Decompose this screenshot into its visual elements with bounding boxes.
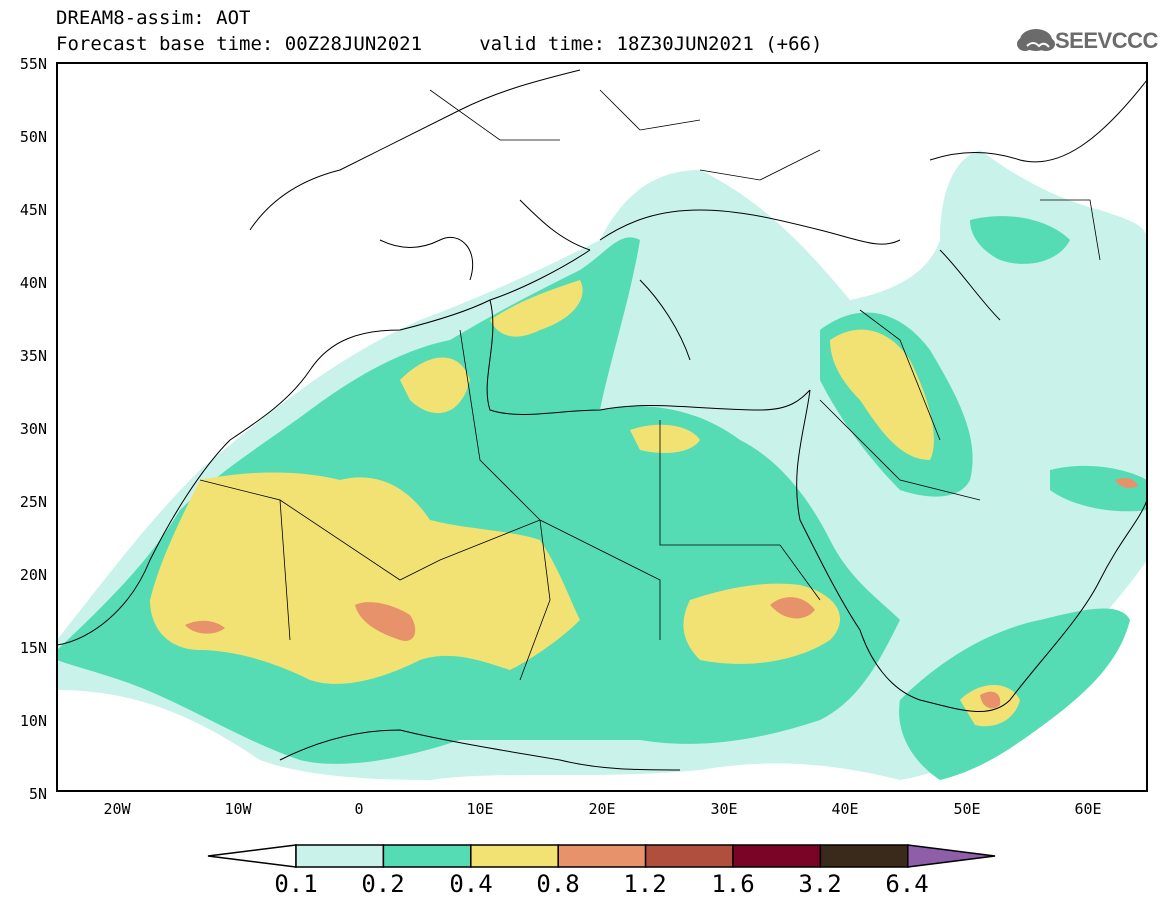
aot-level-0.4 bbox=[150, 472, 580, 684]
lat-label: 20N bbox=[19, 566, 47, 584]
aot-level-0.4 bbox=[830, 329, 934, 460]
lon-label: 10E bbox=[466, 800, 494, 818]
aot-level-0.8 bbox=[980, 691, 1001, 709]
map-frame bbox=[56, 62, 1148, 792]
lat-label: 55N bbox=[19, 55, 47, 73]
lon-label: 0 bbox=[354, 800, 364, 818]
aot-level-0.8 bbox=[1115, 478, 1138, 488]
lat-label: 25N bbox=[19, 493, 47, 511]
aot-level-0.8 bbox=[355, 602, 416, 641]
lat-label: 30N bbox=[19, 420, 47, 438]
lon-label: 50E bbox=[953, 800, 981, 818]
colorbar-label: 0.2 bbox=[361, 870, 405, 898]
aot-level-0.4 bbox=[400, 357, 470, 414]
lat-label: 50N bbox=[19, 128, 47, 146]
lat-label: 15N bbox=[19, 639, 47, 657]
aot-level-0.2 bbox=[1050, 465, 1147, 512]
lat-label: 5N bbox=[28, 785, 47, 803]
colorbar-label: 1.6 bbox=[711, 870, 755, 898]
colorbar-label: 0.8 bbox=[536, 870, 580, 898]
colorbar-label: 0.1 bbox=[274, 870, 318, 898]
lon-label: 10W bbox=[224, 800, 252, 818]
lon-label: 20E bbox=[588, 800, 616, 818]
aot-level-0.8 bbox=[185, 620, 225, 634]
aot-contours bbox=[57, 63, 1147, 791]
colorbar-label: 6.4 bbox=[885, 870, 929, 898]
forecast-times: Forecast base time: 00Z28JUN2021 valid t… bbox=[56, 33, 823, 55]
aot-level-0.4 bbox=[490, 280, 583, 337]
aot-level-0.2 bbox=[970, 216, 1070, 264]
country-borders bbox=[199, 89, 1101, 681]
logo-text: SEEVCCC bbox=[1055, 28, 1158, 53]
lon-label: 20W bbox=[103, 800, 131, 818]
aot-level-0.8 bbox=[770, 597, 815, 619]
lon-label: 30E bbox=[710, 800, 738, 818]
colorbar-label: 1.2 bbox=[623, 870, 667, 898]
lat-label: 10N bbox=[19, 712, 47, 730]
lat-label: 35N bbox=[19, 347, 47, 365]
lat-label: 40N bbox=[19, 274, 47, 292]
lon-label: 40E bbox=[831, 800, 859, 818]
aot-level-0.4 bbox=[630, 424, 700, 453]
map-title: DREAM8-assim: AOT bbox=[56, 7, 251, 29]
coastlines bbox=[57, 69, 1147, 771]
lat-label: 45N bbox=[19, 201, 47, 219]
colorbar-label: 3.2 bbox=[798, 870, 842, 898]
lon-label: 60E bbox=[1074, 800, 1102, 818]
colorbar-label: 0.4 bbox=[449, 870, 493, 898]
